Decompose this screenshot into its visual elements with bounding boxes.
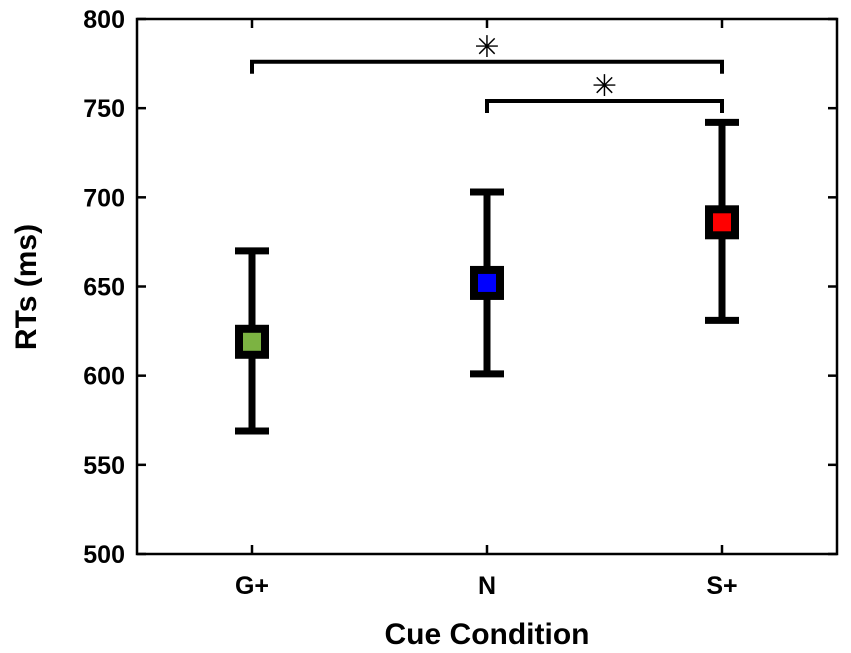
y-tick-label: 650 <box>83 274 125 302</box>
significance-asterisk: ✳ <box>592 69 617 104</box>
x-axis-title: Cue Condition <box>385 618 590 651</box>
y-tick-label: 500 <box>83 541 125 569</box>
data-marks <box>235 118 739 435</box>
y-tick-label: 550 <box>83 452 125 480</box>
y-axis: 500 550 600 650 700 750 800 <box>83 6 837 569</box>
significance-brackets: ✳✳ <box>250 30 724 114</box>
significance-bracket <box>250 59 724 74</box>
significance-bracket <box>485 99 724 114</box>
y-axis-title: RTs (ms) <box>10 224 43 350</box>
x-tick-label: G+ <box>235 572 269 600</box>
y-tick-label: 750 <box>83 95 125 123</box>
significance-asterisk: ✳ <box>474 30 499 65</box>
data-point <box>235 324 269 359</box>
x-tick-label: N <box>478 572 496 600</box>
y-tick-label: 600 <box>83 363 125 391</box>
x-axis: G+ N S+ <box>235 19 738 600</box>
y-tick-label: 800 <box>83 6 125 34</box>
data-point <box>705 205 739 240</box>
y-tick-label: 700 <box>83 184 125 212</box>
x-tick-label: S+ <box>706 572 737 600</box>
data-point <box>470 265 504 300</box>
